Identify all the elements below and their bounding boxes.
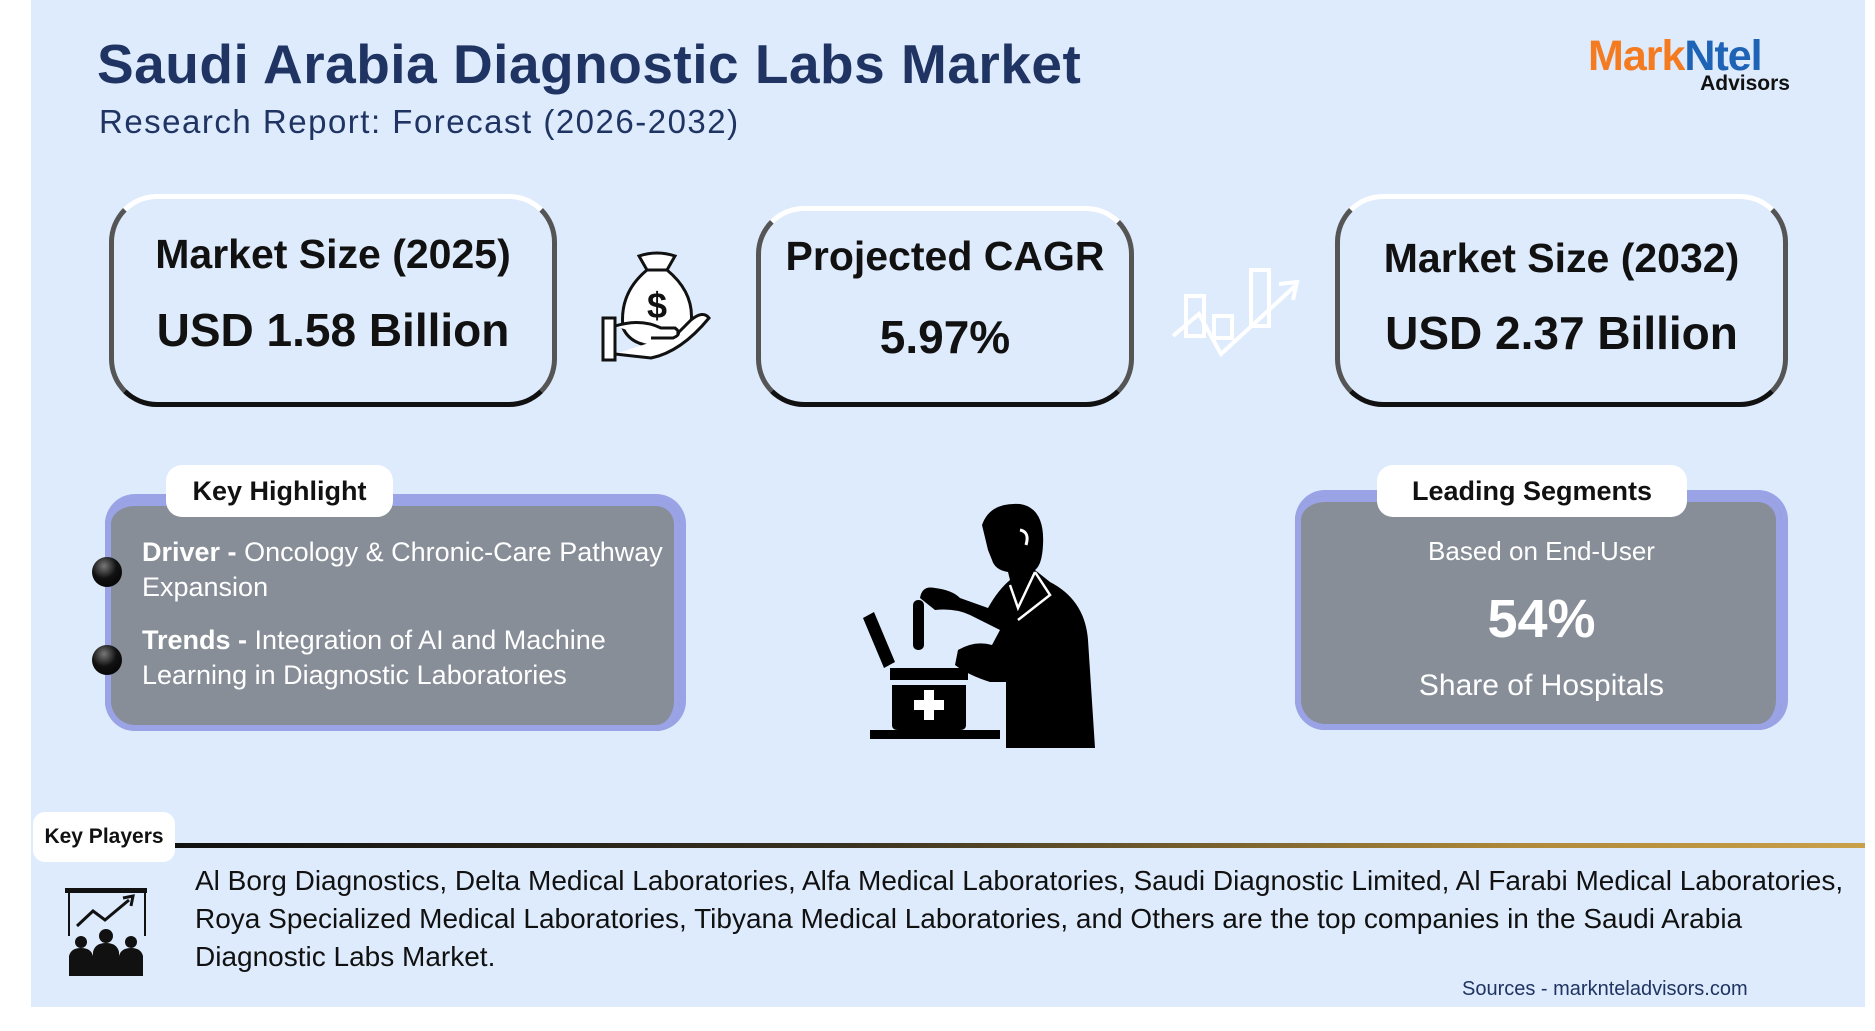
highlight-driver: Driver - Oncology & Chronic-Care Pathway… bbox=[142, 535, 682, 605]
stat-value: USD 2.37 Billion bbox=[1385, 307, 1738, 359]
growth-chart-arrow-icon bbox=[1171, 268, 1300, 358]
page-subtitle: Research Report: Forecast (2026-2032) bbox=[99, 103, 740, 140]
stat-label: Projected CAGR bbox=[785, 233, 1105, 279]
sources-link[interactable]: Sources - marknteladvisors.com bbox=[1462, 978, 1748, 1000]
stat-value: 5.97% bbox=[879, 311, 1011, 363]
key-highlight-panel bbox=[105, 494, 686, 731]
leading-segments-title: Leading Segments bbox=[1377, 465, 1687, 517]
logo-sub: Advisors bbox=[1700, 72, 1790, 95]
stat-value: USD 1.58 Billion bbox=[156, 304, 510, 356]
stat-card-market-size-2025: Market Size (2025) USD 1.58 Billion bbox=[109, 194, 557, 407]
key-players-title: Key Players bbox=[33, 812, 175, 862]
stat-card-market-size-2032: Market Size (2032) USD 2.37 Billion bbox=[1335, 194, 1788, 407]
stat-label: Market Size (2025) bbox=[155, 231, 511, 277]
segment-basis: Based on End-User bbox=[1428, 536, 1655, 566]
stat-label: Market Size (2032) bbox=[1383, 235, 1740, 281]
marknTel-logo: MarkNtel Advisors bbox=[1588, 34, 1798, 96]
highlight-text: Integration of AI and Machine Learning i… bbox=[142, 625, 606, 690]
bullet-icon bbox=[92, 645, 122, 675]
highlight-label: Driver - bbox=[142, 537, 237, 567]
svg-text:$: $ bbox=[647, 285, 667, 326]
lab-scientist-illustration bbox=[863, 503, 1095, 748]
highlight-text: Oncology & Chronic-Care Pathway Expansio… bbox=[142, 537, 663, 602]
divider-line bbox=[175, 843, 1865, 848]
key-highlight-title: Key Highlight bbox=[166, 465, 393, 517]
business-team-growth-icon bbox=[65, 888, 147, 976]
highlight-trends: Trends - Integration of AI and Machine L… bbox=[142, 623, 682, 693]
segment-share-value: 54% bbox=[1487, 589, 1596, 649]
stat-card-cagr: Projected CAGR 5.97% bbox=[756, 206, 1134, 407]
logo-mark-part2: Ntel bbox=[1684, 32, 1762, 80]
highlight-label: Trends - bbox=[142, 625, 248, 655]
leading-segments-panel bbox=[1295, 490, 1788, 730]
money-bag-hand-icon: $ bbox=[601, 251, 711, 362]
bullet-icon bbox=[92, 557, 122, 587]
key-players-list: Al Borg Diagnostics, Delta Medical Labor… bbox=[195, 865, 1844, 972]
page-title: Saudi Arabia Diagnostic Labs Market bbox=[97, 33, 1082, 95]
segment-caption: Share of Hospitals bbox=[1418, 669, 1665, 702]
logo-mark-part1: Mark bbox=[1588, 32, 1685, 80]
